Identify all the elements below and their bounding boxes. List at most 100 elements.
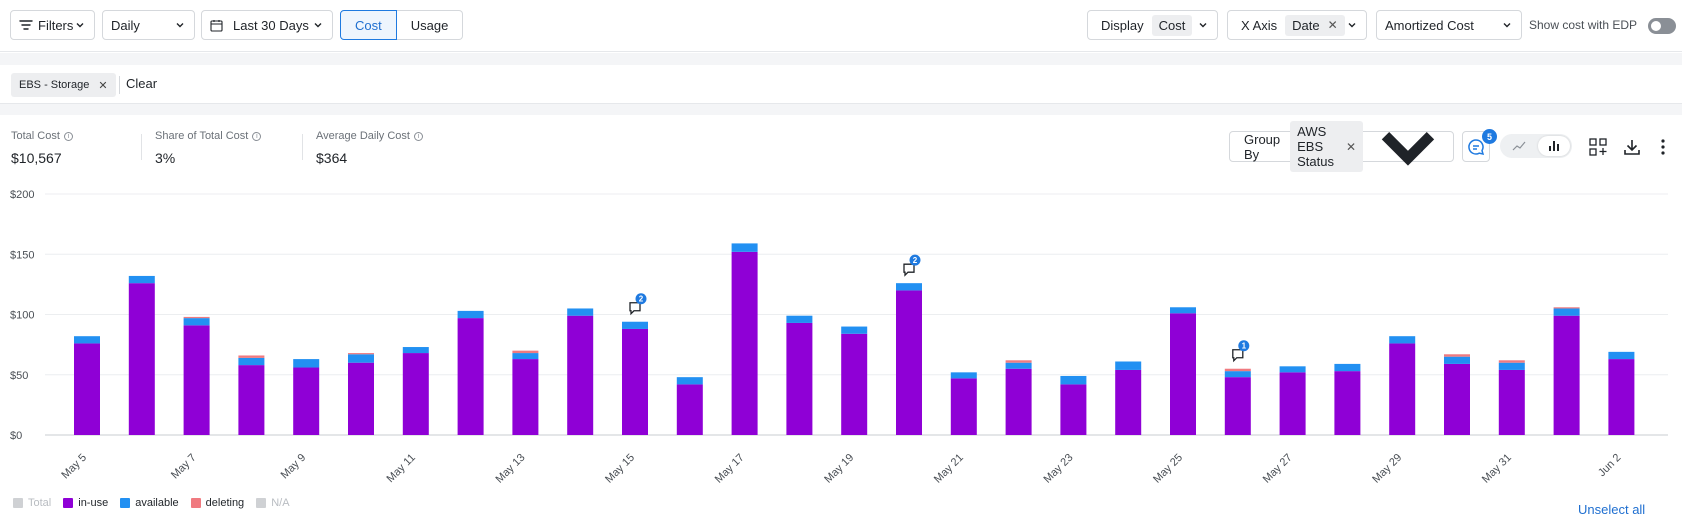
- share-stat: Share of Total Cost i 3%: [155, 130, 262, 166]
- filter-chip[interactable]: EBS - Storage ✕: [11, 73, 116, 97]
- x-tick-label: Jun 2: [1596, 452, 1624, 480]
- divider: [302, 134, 303, 160]
- filters-button[interactable]: Filters: [10, 10, 95, 40]
- more-options-button[interactable]: [1652, 136, 1674, 158]
- y-tick-label: $100: [10, 310, 34, 322]
- kebab-menu-icon: [1661, 139, 1665, 155]
- chart-type-toggle: [1500, 134, 1572, 158]
- tab-usage[interactable]: Usage: [396, 10, 464, 40]
- x-tick-label: May 5: [59, 452, 89, 482]
- chevron-down-icon: [1348, 23, 1356, 28]
- legend-item[interactable]: deleting: [190, 497, 244, 509]
- bar-segment-available: [1334, 363, 1361, 372]
- cost-type-select[interactable]: Amortized Cost: [1376, 10, 1522, 40]
- x-tick-label: May 23: [1042, 452, 1076, 486]
- total-cost-label: Total Cost: [11, 130, 60, 142]
- clear-filters-link[interactable]: Clear: [126, 76, 158, 91]
- close-icon[interactable]: ✕: [1327, 18, 1338, 32]
- bar-segment-in-use: [402, 353, 429, 435]
- bar-segment-available: [1608, 351, 1635, 360]
- xaxis-value: Date: [1292, 17, 1320, 33]
- bar-segment-available: [1553, 308, 1580, 316]
- cost-bar-chart: $0 $50 $100 $150 $200 May 5 May 7 May 9 May 11 Ma…: [10, 189, 1668, 486]
- legend-item[interactable]: Total: [13, 497, 51, 509]
- add-widget-button[interactable]: [1587, 136, 1609, 158]
- info-icon[interactable]: i: [252, 131, 262, 141]
- download-button[interactable]: [1621, 136, 1643, 158]
- group-by-chip: AWS EBS Status ✕: [1290, 121, 1364, 172]
- chart-legend: Total in-use available deleting N/A: [13, 497, 302, 509]
- share-value: 3%: [155, 150, 176, 166]
- bar-segment-deleting: [183, 316, 210, 319]
- date-range-value: Last 30 Days: [233, 17, 309, 33]
- date-range-select[interactable]: Last 30 Days: [201, 10, 333, 40]
- bar-segment-available: [676, 377, 703, 385]
- bar-chart-button[interactable]: [1538, 136, 1570, 156]
- comment-marker-badge: [909, 254, 921, 266]
- y-tick-label: $150: [10, 249, 34, 261]
- calendar-icon: [210, 19, 223, 32]
- avg-daily-stat: Average Daily Cost i $364: [316, 130, 423, 166]
- info-icon[interactable]: i: [63, 131, 73, 141]
- bar-segment-deleting: [348, 353, 374, 355]
- comments-button[interactable]: [1462, 131, 1490, 162]
- avg-daily-label: Average Daily Cost: [316, 130, 410, 142]
- xaxis-chip: Date ✕: [1285, 14, 1345, 36]
- unselect-all-link[interactable]: Unselect all: [1578, 502, 1646, 517]
- bar-segment-in-use: [1608, 359, 1635, 435]
- y-tick-label: $200: [10, 189, 34, 201]
- x-tick-label: May 19: [822, 452, 856, 486]
- chevron-down-icon: [314, 23, 322, 28]
- bar-segment-available: [1170, 307, 1196, 314]
- comment-marker-badge: [1238, 340, 1250, 352]
- display-value: Cost: [1151, 14, 1193, 36]
- bar-segment-in-use: [731, 251, 758, 435]
- avg-daily-value: $364: [316, 150, 348, 166]
- legend-item[interactable]: in-use: [63, 497, 108, 509]
- legend-label: Total: [28, 497, 52, 509]
- comment-marker-count: 1: [1242, 342, 1247, 351]
- bar-segment-in-use: [1498, 369, 1525, 435]
- line-chart-button[interactable]: [1504, 137, 1534, 155]
- bar-segment-in-use: [1444, 363, 1470, 435]
- group-by-value: AWS EBS Status: [1297, 124, 1334, 169]
- x-tick-label: May 15: [603, 452, 637, 486]
- granularity-select[interactable]: Daily: [102, 10, 195, 40]
- y-tick-label: $0: [10, 430, 22, 442]
- bar-segment-in-use: [512, 359, 539, 435]
- chevron-down-icon: [1199, 23, 1207, 28]
- bar-segment-in-use: [293, 367, 320, 435]
- chevron-down-icon: [76, 23, 84, 28]
- legend-item[interactable]: N/A: [256, 497, 290, 509]
- total-cost-stat: Total Cost i $10,567: [11, 130, 73, 166]
- bar-segment-available: [1060, 375, 1087, 385]
- info-icon[interactable]: i: [413, 131, 423, 141]
- divider-band: [0, 53, 1682, 65]
- edp-toggle[interactable]: [1648, 18, 1676, 34]
- display-select[interactable]: Display Cost: [1087, 10, 1218, 40]
- bar-segment-available: [293, 359, 320, 368]
- bar-segment-in-use: [567, 315, 594, 435]
- bar-segment-in-use: [1060, 384, 1087, 435]
- bar-segment-in-use: [841, 333, 868, 435]
- bar-segment-in-use: [348, 362, 374, 435]
- bar-segment-available: [1389, 336, 1416, 344]
- close-icon[interactable]: ✕: [1346, 139, 1357, 154]
- x-tick-label: May 25: [1151, 452, 1185, 486]
- x-tick-label: May 7: [169, 452, 199, 482]
- xaxis-select[interactable]: X Axis Date ✕: [1227, 10, 1367, 40]
- bar-segment-available: [950, 372, 977, 379]
- bar-segment-available: [1279, 366, 1306, 373]
- tab-cost[interactable]: Cost: [340, 10, 397, 40]
- bar-segment-in-use: [1553, 315, 1580, 435]
- filter-lines-icon: [19, 20, 33, 30]
- x-tick-label: May 21: [932, 452, 966, 486]
- close-icon[interactable]: ✕: [98, 79, 108, 92]
- group-by-select[interactable]: Group By AWS EBS Status ✕: [1229, 121, 1454, 172]
- comment-marker-icon: [629, 302, 641, 316]
- legend-swatch: [256, 498, 267, 508]
- bar-chart-icon: [1549, 141, 1559, 151]
- divider: [141, 134, 142, 160]
- divider: [119, 76, 120, 94]
- legend-item[interactable]: available: [120, 497, 179, 509]
